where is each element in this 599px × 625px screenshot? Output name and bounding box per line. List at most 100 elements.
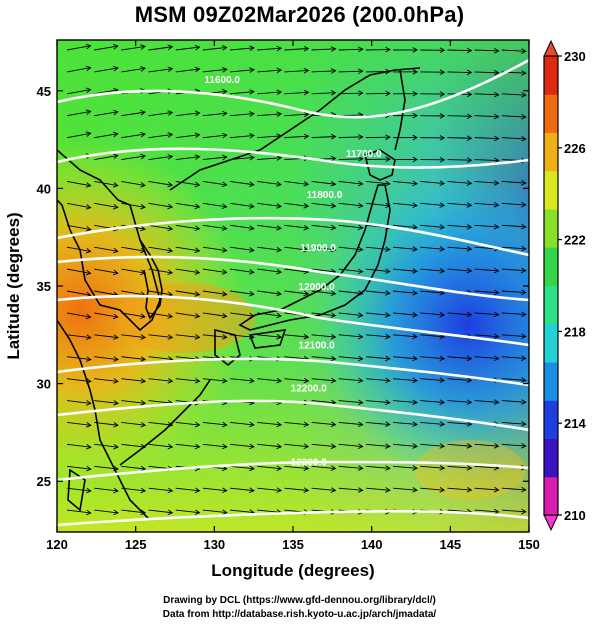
wind-arrow <box>447 443 472 447</box>
wind-arrowhead <box>521 179 527 186</box>
wind-arrowhead <box>276 312 282 319</box>
wind-arrowhead <box>330 377 337 384</box>
wind-arrow <box>66 181 91 187</box>
wind-arrowhead <box>385 487 391 493</box>
wind-arrow <box>257 135 282 139</box>
wind-arrow <box>202 334 227 338</box>
wind-arrowhead <box>357 290 364 296</box>
wind-arrow <box>501 224 526 228</box>
wind-arrowhead <box>493 311 500 318</box>
wind-arrow <box>121 133 146 139</box>
coastline-sakhalin <box>394 69 406 151</box>
wind-arrowhead <box>85 226 92 232</box>
wind-arrow <box>338 378 363 382</box>
wind-arrow <box>311 92 336 95</box>
wind-arrowhead <box>194 181 201 188</box>
y-axis-title: Latitude (degrees) <box>4 212 23 359</box>
wind-arrow <box>175 224 200 230</box>
wind-arrow <box>393 465 418 469</box>
wind-arrowhead <box>167 154 174 160</box>
wind-arrow <box>94 111 118 117</box>
wind-arrow <box>474 181 499 184</box>
wind-arrow <box>148 378 173 382</box>
colorbar-segment <box>544 247 558 286</box>
wind-arrowhead <box>167 203 174 210</box>
wind-arrow <box>148 46 173 51</box>
wind-arrow <box>284 91 309 95</box>
colorbar-segment <box>544 170 558 210</box>
wind-arrow <box>229 268 254 273</box>
wind-arrowhead <box>113 487 119 494</box>
wind-arrow <box>229 246 254 251</box>
wind-arrowhead <box>330 333 337 340</box>
wind-arrowhead <box>140 509 147 516</box>
wind-arrow <box>257 509 282 513</box>
wind-arrowhead <box>521 311 527 318</box>
wind-arrowhead <box>194 334 201 340</box>
wind-arrow <box>447 181 472 184</box>
wind-arrowhead <box>113 378 119 384</box>
wind-arrowhead <box>330 290 337 297</box>
wind-arrow <box>447 422 472 425</box>
wind-arrow <box>501 422 526 425</box>
wind-arrowhead <box>330 246 337 253</box>
wind-arrowhead <box>85 182 92 188</box>
wind-arrowhead <box>276 487 283 493</box>
wind-arrow <box>175 112 200 117</box>
colorbar-min-triangle <box>543 514 559 532</box>
colorbar-segment <box>544 323 558 363</box>
colorbar-segment <box>544 209 558 248</box>
wind-arrow <box>284 135 309 139</box>
wind-arrowhead <box>248 312 255 319</box>
wind-arrow <box>202 68 227 73</box>
contour-label: 11700.0 <box>346 149 382 160</box>
wind-arrowhead <box>412 224 418 230</box>
wind-arrow <box>121 67 146 73</box>
wind-arrow <box>175 268 200 274</box>
wind-arrowhead <box>412 377 418 384</box>
colorbar-segment <box>544 56 558 95</box>
wind-arrowhead <box>221 247 228 253</box>
wind-arrowhead <box>276 377 283 384</box>
wind-arrow <box>474 290 499 294</box>
wind-arrow <box>474 115 499 118</box>
wind-arrowhead <box>330 68 337 74</box>
wind-arrow <box>311 48 336 51</box>
wind-arrow <box>66 45 91 51</box>
x-tick-label: 140 <box>361 537 383 552</box>
wind-arrow <box>338 268 363 273</box>
wind-arrow <box>148 312 173 318</box>
wind-arrowhead <box>493 289 500 296</box>
wind-arrowhead <box>412 268 418 274</box>
y-axis: 25 30 35 40 45 <box>37 84 529 489</box>
wind-arrow <box>202 487 227 492</box>
wind-arrow <box>447 202 472 206</box>
wind-arrowhead <box>167 225 174 232</box>
wind-arrow <box>94 202 118 208</box>
wind-arrow <box>175 509 200 514</box>
wind-arrow <box>447 509 472 513</box>
wind-arrow <box>284 334 309 338</box>
wind-arrow <box>66 378 91 382</box>
wind-arrow <box>121 290 146 296</box>
wind-arrowhead <box>167 66 174 72</box>
wind-arrow <box>66 246 91 252</box>
wind-arrowhead <box>221 154 228 161</box>
wind-arrowhead <box>221 334 228 340</box>
wind-arrowhead <box>412 399 418 406</box>
wind-arrowhead <box>167 44 174 51</box>
wind-arrowhead <box>412 487 418 493</box>
wind-arrow <box>257 91 282 95</box>
colorbar-max-triangle <box>543 39 559 57</box>
wind-arrowhead <box>221 269 228 275</box>
wind-arrow <box>121 400 146 404</box>
wind-arrowhead <box>439 355 446 362</box>
wind-arrow <box>230 487 254 492</box>
wind-arrow <box>66 334 91 339</box>
wind-arrow <box>148 422 173 426</box>
wind-arrowhead <box>85 204 92 210</box>
wind-arrowhead <box>140 269 146 276</box>
wind-arrowhead <box>167 132 174 138</box>
colorbar-segment <box>544 132 558 172</box>
